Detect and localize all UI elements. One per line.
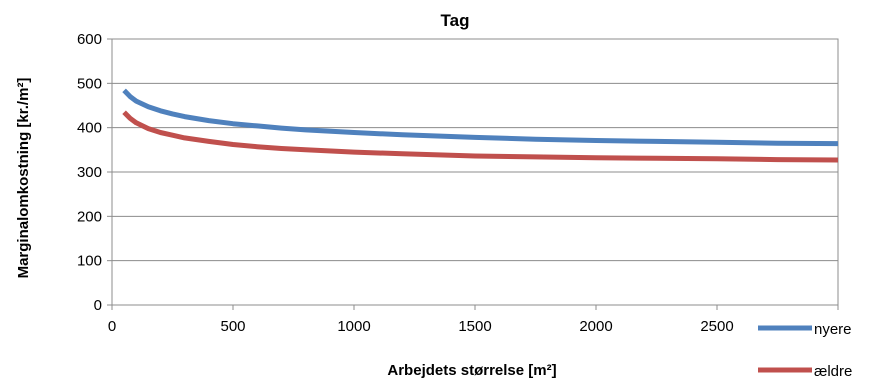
x-axis-ticks: 0 500 1000 1500 2000 2500 xyxy=(108,305,839,335)
series-line-1 xyxy=(122,110,839,163)
y-tick-label: 300 xyxy=(77,164,102,181)
y-tick-label: 600 xyxy=(77,31,102,48)
y-axis-label: Marginalomkostning [kr./m²] xyxy=(15,78,32,279)
y-tick-label: 100 xyxy=(77,253,102,270)
x-tick-label: 2000 xyxy=(579,318,612,335)
x-axis-label: Arbejdets størrelse [m²] xyxy=(387,362,556,379)
x-tick-label: 1000 xyxy=(337,318,370,335)
y-tick-label: 400 xyxy=(77,120,102,137)
x-tick-label: 1500 xyxy=(458,318,491,335)
y-tick-label: 0 xyxy=(94,297,102,314)
series-lines xyxy=(122,88,839,163)
legend-label: nyere xyxy=(814,321,852,338)
x-tick-label: 500 xyxy=(220,318,245,335)
series-line-0 xyxy=(122,88,839,147)
legend: nyere ældre xyxy=(758,321,852,380)
y-tick-label: 200 xyxy=(77,208,102,225)
x-tick-label: 2500 xyxy=(700,318,733,335)
grid-lines xyxy=(112,82,838,262)
y-axis-ticks: 0 100 200 300 400 500 600 xyxy=(77,31,112,314)
x-tick-label: 0 xyxy=(108,318,116,335)
legend-label: ældre xyxy=(814,363,852,380)
y-tick-label: 500 xyxy=(77,75,102,92)
chart-title: Tag xyxy=(441,11,470,30)
